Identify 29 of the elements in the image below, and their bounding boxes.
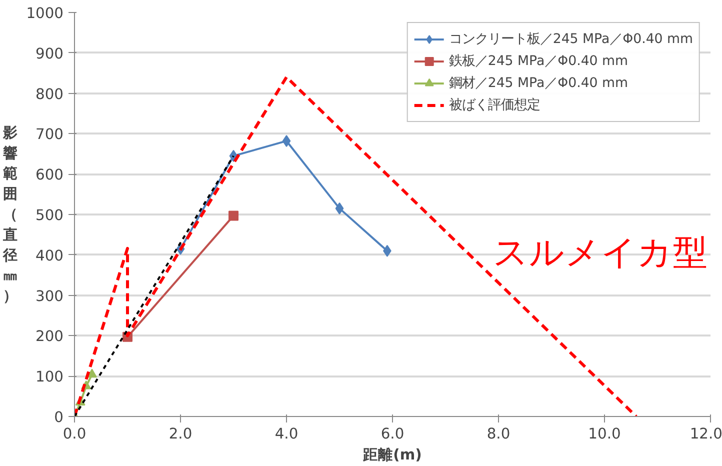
legend-label: 鉄板／245 MPa／Φ0.40 mm bbox=[448, 53, 628, 70]
legend-label: 鋼材／245 MPa／Φ0.40 mm bbox=[448, 75, 628, 92]
y-tick-label: 400 bbox=[36, 247, 64, 264]
legend-label: 被ばく評価想定 bbox=[448, 96, 540, 114]
y-tick-label: 100 bbox=[36, 368, 64, 386]
x-tick-label: 4.0 bbox=[274, 426, 298, 442]
point bbox=[282, 134, 291, 147]
x-axis-title: 距離(m) bbox=[362, 446, 422, 464]
y-tick-label: 700 bbox=[36, 126, 64, 144]
y-tick-label: 0 bbox=[54, 409, 64, 426]
y-tick-label: 500 bbox=[36, 207, 64, 224]
x-tick-label: 0.0 bbox=[62, 426, 86, 442]
y-tick-label: 200 bbox=[36, 328, 64, 346]
x-tick-label: 8.0 bbox=[486, 426, 510, 442]
y-tick-label: 900 bbox=[36, 45, 64, 62]
y-tick-label: 300 bbox=[36, 288, 64, 305]
legend-label: コンクリート板／245 MPa／Φ0.40 mm bbox=[448, 31, 693, 48]
x-tick-label: 10.0 bbox=[588, 426, 621, 442]
point bbox=[228, 210, 238, 221]
x-tick-label: 12.0 bbox=[690, 426, 722, 442]
x-tick-label: 6.0 bbox=[380, 426, 404, 442]
text: 影響範囲（直径㎜） bbox=[3, 124, 18, 305]
y-tick-label: 1000 bbox=[26, 5, 64, 22]
annotation: スルメイカ型 bbox=[493, 233, 708, 274]
line-series bbox=[74, 76, 638, 416]
y-tick-label: 600 bbox=[36, 166, 64, 184]
x-tick-label: 2.0 bbox=[168, 426, 192, 442]
y-tick-label: 800 bbox=[36, 86, 64, 103]
point bbox=[335, 202, 344, 214]
